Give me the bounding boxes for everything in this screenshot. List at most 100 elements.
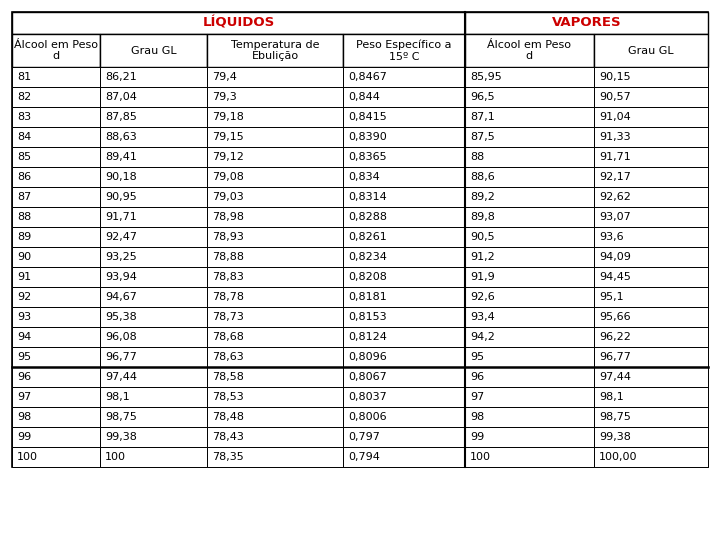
Text: VAPORES: VAPORES: [552, 17, 621, 30]
Text: 79,4: 79,4: [212, 72, 237, 82]
Text: 85: 85: [17, 152, 31, 162]
Bar: [594, 327, 708, 347]
Text: 93,6: 93,6: [599, 232, 624, 242]
Bar: [12, 12, 708, 467]
Bar: [12, 147, 100, 167]
Bar: [343, 287, 465, 307]
Bar: [12, 267, 100, 287]
Text: 0,8124: 0,8124: [348, 332, 387, 342]
Bar: [465, 227, 594, 247]
Bar: [465, 107, 594, 127]
Text: 90,95: 90,95: [105, 192, 137, 202]
Bar: [100, 447, 207, 467]
Text: 93,25: 93,25: [105, 252, 137, 262]
Bar: [343, 267, 465, 287]
Bar: [594, 367, 708, 387]
Bar: [12, 447, 100, 467]
Bar: [12, 12, 465, 34]
Bar: [594, 147, 708, 167]
Text: 88: 88: [470, 152, 484, 162]
Text: 0,797: 0,797: [348, 432, 380, 442]
Bar: [465, 427, 594, 447]
Text: Grau GL: Grau GL: [130, 45, 176, 56]
Text: 78,98: 78,98: [212, 212, 243, 222]
Text: 91,33: 91,33: [599, 132, 631, 142]
Bar: [12, 34, 100, 67]
Text: 82: 82: [17, 92, 31, 102]
Text: 91,71: 91,71: [599, 152, 631, 162]
Text: 96,5: 96,5: [470, 92, 495, 102]
Text: 79,03: 79,03: [212, 192, 243, 202]
Text: 79,12: 79,12: [212, 152, 243, 162]
Bar: [207, 107, 343, 127]
Bar: [343, 67, 465, 87]
Text: 91,2: 91,2: [470, 252, 495, 262]
Bar: [594, 127, 708, 147]
Text: 93: 93: [17, 312, 31, 322]
Bar: [343, 87, 465, 107]
Text: 79,15: 79,15: [212, 132, 243, 142]
Text: 89,41: 89,41: [105, 152, 137, 162]
Bar: [594, 427, 708, 447]
Text: 78,68: 78,68: [212, 332, 243, 342]
Bar: [465, 267, 594, 287]
Text: 87,5: 87,5: [470, 132, 495, 142]
Text: 88: 88: [17, 212, 31, 222]
Text: 96: 96: [17, 372, 31, 382]
Text: 98,1: 98,1: [105, 392, 130, 402]
Text: 78,83: 78,83: [212, 272, 243, 282]
Bar: [100, 327, 207, 347]
Text: 0,8261: 0,8261: [348, 232, 387, 242]
Bar: [343, 307, 465, 327]
Bar: [465, 147, 594, 167]
Text: 87: 87: [17, 192, 31, 202]
Bar: [343, 147, 465, 167]
Bar: [100, 347, 207, 367]
Bar: [465, 407, 594, 427]
Bar: [594, 87, 708, 107]
Text: 95,1: 95,1: [599, 292, 624, 302]
Bar: [465, 327, 594, 347]
Bar: [465, 187, 594, 207]
Text: 99: 99: [17, 432, 31, 442]
Bar: [100, 367, 207, 387]
Text: Grau GL: Grau GL: [628, 45, 674, 56]
Text: 89: 89: [17, 232, 31, 242]
Text: 91,71: 91,71: [105, 212, 137, 222]
Text: 87,04: 87,04: [105, 92, 137, 102]
Text: 86,21: 86,21: [105, 72, 137, 82]
Bar: [465, 34, 594, 67]
Text: 78,58: 78,58: [212, 372, 243, 382]
Text: 0,8006: 0,8006: [348, 412, 387, 422]
Bar: [100, 34, 207, 67]
Bar: [207, 427, 343, 447]
Text: 92,62: 92,62: [599, 192, 631, 202]
Bar: [465, 12, 708, 34]
Bar: [465, 207, 594, 227]
Bar: [594, 447, 708, 467]
Text: 90,15: 90,15: [599, 72, 631, 82]
Bar: [207, 227, 343, 247]
Text: 100: 100: [470, 452, 491, 462]
Bar: [343, 387, 465, 407]
Text: 88,6: 88,6: [470, 172, 495, 182]
Bar: [207, 67, 343, 87]
Bar: [465, 287, 594, 307]
Text: 78,73: 78,73: [212, 312, 243, 322]
Bar: [594, 307, 708, 327]
Text: 96,22: 96,22: [599, 332, 631, 342]
Bar: [207, 347, 343, 367]
Text: 95: 95: [17, 352, 31, 362]
Text: 91,04: 91,04: [599, 112, 631, 122]
Text: 97,44: 97,44: [599, 372, 631, 382]
Text: 0,794: 0,794: [348, 452, 380, 462]
Bar: [207, 247, 343, 267]
Bar: [207, 167, 343, 187]
Text: 100: 100: [105, 452, 126, 462]
Text: 100,00: 100,00: [599, 452, 637, 462]
Text: 0,8234: 0,8234: [348, 252, 387, 262]
Text: 81: 81: [17, 72, 31, 82]
Text: 79,08: 79,08: [212, 172, 243, 182]
Bar: [594, 107, 708, 127]
Bar: [12, 87, 100, 107]
